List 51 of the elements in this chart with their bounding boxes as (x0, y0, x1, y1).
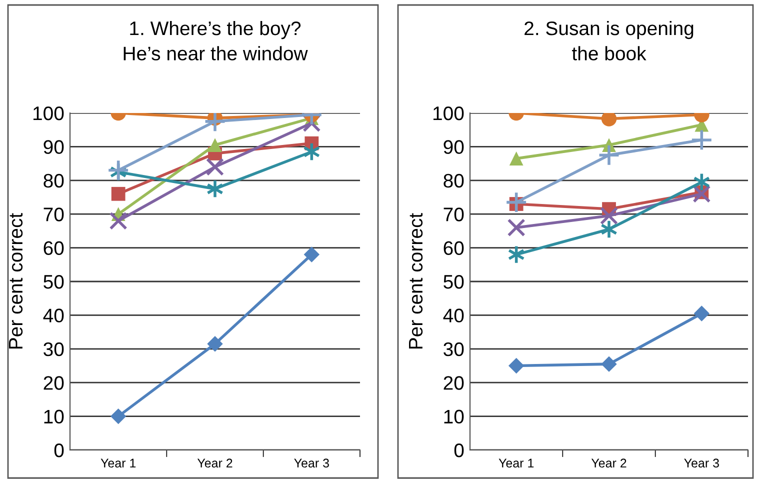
y-tick-label: 10 (44, 410, 64, 424)
y-tick-label: 30 (44, 342, 64, 356)
y-tick-label: 50 (444, 274, 464, 289)
point (505, 191, 528, 214)
y-tick-label: 70 (44, 208, 64, 222)
x-tick-label: Year 2 (591, 458, 626, 468)
y-tick-label: 90 (444, 140, 464, 154)
x-tick-label: Year 1 (498, 458, 534, 468)
point (110, 408, 126, 424)
y-tick-label: 100 (433, 106, 464, 120)
point (207, 336, 223, 352)
y-tick-label: 80 (44, 174, 64, 188)
y-tick-label: 60 (444, 241, 464, 256)
y-tick-label: 90 (44, 140, 64, 154)
chart-title: 2. Susan is opening the book (524, 20, 694, 60)
y-tick-label: 30 (444, 342, 464, 356)
x-tick-label: Year 3 (294, 458, 329, 468)
x-tick-label: Year 3 (684, 458, 719, 468)
point (600, 206, 618, 225)
y-tick-label: 50 (44, 274, 64, 289)
point (204, 113, 226, 133)
point (208, 138, 222, 152)
y-axis-title: Per cent correct (9, 213, 23, 349)
y-tick-label: 0 (454, 443, 464, 458)
y-tick-label: 10 (444, 410, 464, 424)
x-tick-label: Year 1 (100, 458, 136, 468)
point (304, 246, 320, 262)
point (509, 152, 524, 166)
point (694, 306, 710, 322)
point (111, 186, 126, 201)
point (692, 184, 711, 203)
point (507, 218, 526, 237)
y-axis-title: Per cent correct (409, 213, 423, 349)
point (206, 158, 224, 176)
point (598, 144, 620, 166)
chart-title: 1. Where’s the boy? He’s near the window (124, 20, 308, 60)
point (109, 212, 128, 230)
y-tick-label: 70 (444, 208, 464, 222)
x-tick-label: Year 2 (197, 458, 232, 468)
point (601, 113, 617, 126)
y-tick-label: 20 (44, 376, 64, 390)
y-tick-label: 80 (444, 174, 464, 188)
y-tick-label: 20 (444, 376, 464, 390)
y-tick-label: 0 (54, 443, 64, 458)
y-tick-label: 60 (44, 241, 64, 256)
y-tick-label: 40 (43, 308, 64, 322)
point (508, 358, 524, 374)
point (690, 128, 713, 152)
y-tick-label: 40 (443, 308, 464, 322)
point (601, 356, 617, 372)
y-tick-label: 100 (33, 106, 64, 120)
